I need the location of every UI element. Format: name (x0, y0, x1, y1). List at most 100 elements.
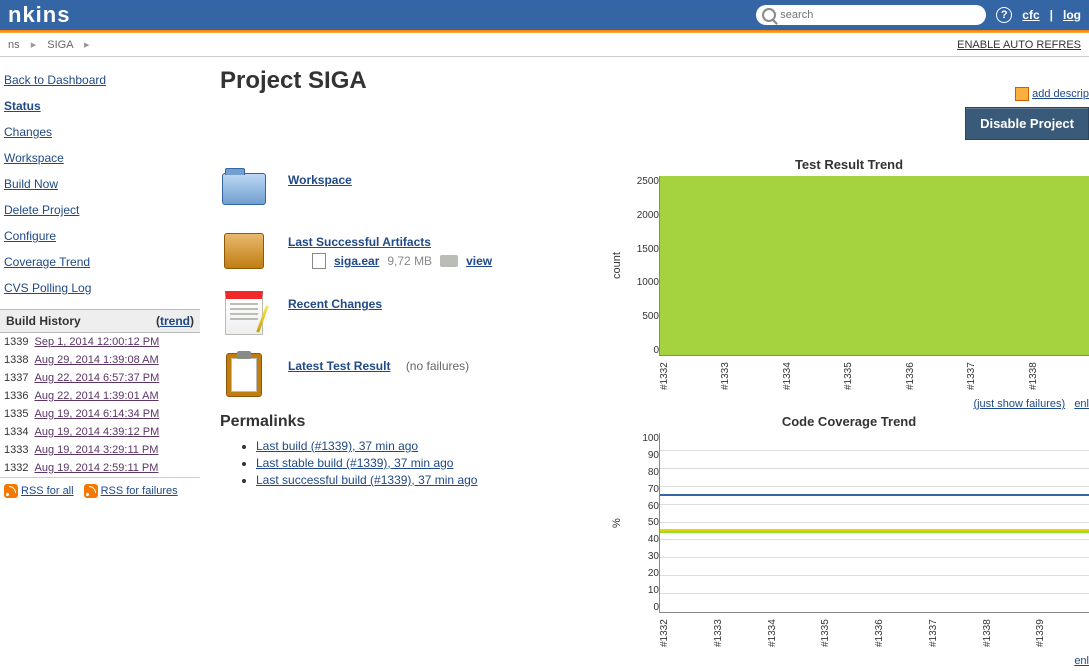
artifacts-link[interactable]: Last Successful Artifacts (288, 235, 431, 249)
sidebar-link[interactable]: Changes (0, 119, 200, 145)
enlarge-link[interactable]: enl (1074, 398, 1089, 410)
chart-title: Test Result Trend (609, 157, 1089, 172)
sidebar-link[interactable]: Delete Project (0, 197, 200, 223)
x-axis: #1332#1333#1334#1335#1336#1337#1338#1339 (659, 613, 1089, 653)
build-row: 1338Aug 29, 2014 1:39:08 AM (0, 351, 200, 369)
user-link[interactable]: cfc (1022, 8, 1039, 22)
build-row: 1334Aug 19, 2014 4:39:12 PM (0, 423, 200, 441)
rss-failures-link[interactable]: RSS for failures (101, 485, 178, 497)
auto-refresh-link[interactable]: ENABLE AUTO REFRES (957, 39, 1081, 51)
build-num: 1337 (4, 372, 28, 384)
build-list: 1339Sep 1, 2014 12:00:12 PM1338Aug 29, 2… (0, 333, 200, 477)
rss-all[interactable]: RSS for all (4, 484, 74, 498)
main-content: Project SIGA add descrip Disable Project… (200, 57, 1089, 504)
logo[interactable]: nkins (8, 2, 70, 28)
sidebar-link[interactable]: CVS Polling Log (0, 275, 200, 301)
x-tick: #1333 (713, 613, 767, 653)
y-label: % (609, 433, 625, 613)
enlarge-link[interactable]: enl (1074, 655, 1089, 667)
breadcrumb-item[interactable]: ns (8, 39, 20, 51)
x-tick: #1338 (982, 613, 1036, 653)
build-ts-link[interactable]: Aug 22, 2014 1:39:01 AM (34, 390, 158, 402)
rss-all-link[interactable]: RSS for all (21, 485, 74, 497)
x-tick: #1336 (874, 613, 928, 653)
build-row: 1333 Aug 19, 2014 3:29:11 PM (0, 441, 200, 459)
search-box[interactable] (756, 5, 986, 25)
file-icon (312, 253, 326, 269)
build-history-header: Build History (trend) (0, 310, 200, 333)
show-failures-link[interactable]: (just show failures) (973, 398, 1065, 410)
x-tick: #1338 (1028, 356, 1089, 396)
breadcrumb-sep: ▸ (84, 39, 90, 51)
breadcrumb-right: ENABLE AUTO REFRES (957, 39, 1081, 51)
x-tick: #1337 (928, 613, 982, 653)
y-axis: 25002000150010005000 (625, 176, 659, 356)
test-fill (660, 176, 1089, 355)
sidebar-link[interactable]: Back to Dashboard (0, 67, 200, 93)
artifact-view-link[interactable]: view (466, 254, 492, 268)
sidebar-link[interactable]: Configure (0, 223, 200, 249)
build-ts-link[interactable]: Aug 19, 2014 2:59:11 PM (34, 462, 158, 474)
fingerprint-icon (440, 255, 458, 267)
build-ts-link[interactable]: Aug 19, 2014 4:39:12 PM (34, 426, 159, 438)
build-num: 1333 (4, 444, 28, 456)
x-tick: #1335 (843, 356, 904, 396)
disable-project-button[interactable]: Disable Project (965, 107, 1089, 140)
x-tick: #1337 (966, 356, 1027, 396)
build-row: 1332 Aug 19, 2014 2:59:11 PM (0, 459, 200, 477)
rss-failures[interactable]: RSS for failures (84, 484, 178, 498)
top-actions: add descrip Disable Project (965, 87, 1089, 140)
x-tick: #1334 (767, 613, 821, 653)
header: nkins ? cfc | log (0, 0, 1089, 30)
pencil-icon (1015, 87, 1029, 101)
sidebar: Back to DashboardStatusChangesWorkspaceB… (0, 57, 200, 504)
build-ts-link[interactable]: Aug 22, 2014 6:57:37 PM (34, 372, 159, 384)
breadcrumb-item[interactable]: SIGA (47, 39, 73, 51)
build-ts-link[interactable]: Aug 19, 2014 3:29:11 PM (34, 444, 158, 456)
add-description[interactable]: add descrip (965, 87, 1089, 101)
search-input[interactable] (780, 9, 980, 21)
x-tick: #1332 (659, 613, 713, 653)
rss-icon (4, 484, 18, 498)
sidebar-link[interactable]: Build Now (0, 171, 200, 197)
permalink-link[interactable]: Last successful build (#1339), 37 min ag… (256, 473, 477, 487)
sidebar-link[interactable]: Status (0, 93, 200, 119)
build-num: 1336 (4, 390, 28, 402)
permalink-link[interactable]: Last stable build (#1339), 37 min ago (256, 456, 453, 470)
breadcrumb: ns ▸ SIGA ▸ ENABLE AUTO REFRES (0, 33, 1089, 57)
sidebar-link[interactable]: Coverage Trend (0, 249, 200, 275)
build-ts-link[interactable]: Sep 1, 2014 12:00:12 PM (34, 336, 159, 348)
build-row: 1336 Aug 22, 2014 1:39:01 AM (0, 387, 200, 405)
artifact-file-link[interactable]: siga.ear (334, 254, 379, 268)
build-num: 1332 (4, 462, 28, 474)
page-title: Project SIGA (220, 67, 1089, 95)
x-tick: #1335 (820, 613, 874, 653)
x-tick: #1332 (659, 356, 720, 396)
header-right: ? cfc | log (756, 5, 1081, 25)
trend-link[interactable]: trend (160, 314, 190, 328)
rss-icon (84, 484, 98, 498)
build-ts-link[interactable]: Aug 19, 2014 6:14:34 PM (34, 408, 159, 420)
logout-link[interactable]: log (1063, 8, 1081, 22)
latest-test-link[interactable]: Latest Test Result (288, 359, 390, 373)
sidebar-links: Back to DashboardStatusChangesWorkspaceB… (0, 67, 200, 309)
breadcrumb-left: ns ▸ SIGA ▸ (8, 38, 98, 51)
build-row: 1339Sep 1, 2014 12:00:12 PM (0, 333, 200, 351)
build-ts-link[interactable]: Aug 29, 2014 1:39:08 AM (34, 354, 158, 366)
coverage-chart: Code Coverage Trend % 100908070605040302… (609, 414, 1089, 667)
permalink-link[interactable]: Last build (#1339), 37 min ago (256, 439, 418, 453)
workspace-link[interactable]: Workspace (288, 173, 352, 187)
coverage-line (660, 494, 1089, 496)
recent-changes-link[interactable]: Recent Changes (288, 297, 382, 311)
sidebar-link[interactable]: Workspace (0, 145, 200, 171)
y-label: count (609, 176, 625, 356)
chart-title: Code Coverage Trend (609, 414, 1089, 429)
y-axis: 1009080706050403020100 (625, 433, 659, 613)
add-description-link[interactable]: add descrip (1032, 88, 1089, 100)
x-tick: #1339 (1035, 613, 1089, 653)
box-icon (220, 227, 268, 275)
help-icon[interactable]: ? (996, 7, 1012, 23)
build-num: 1335 (4, 408, 28, 420)
pipe: | (1050, 8, 1053, 22)
coverage-plot (659, 433, 1089, 613)
